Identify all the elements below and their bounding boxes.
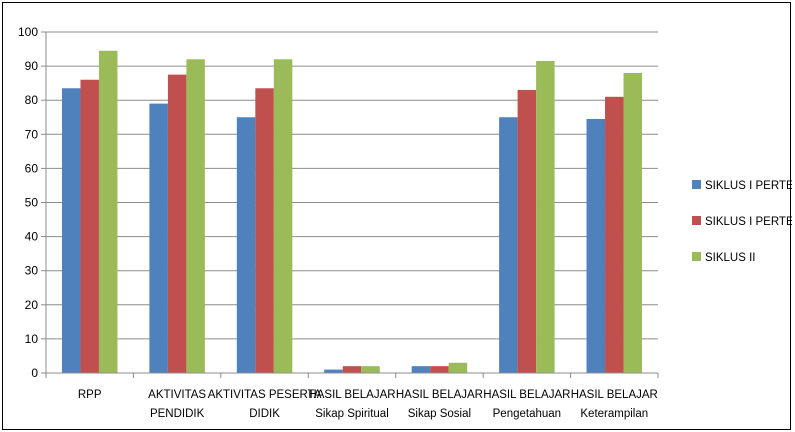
bar — [536, 60, 555, 374]
y-tick-label: 0 — [31, 366, 38, 380]
bar-chart: 0 10 20 30 40 50 60 70 80 90 100 RPP AKTIVITAS PENDI… — [18, 25, 792, 420]
bar — [361, 366, 380, 373]
x-tick-label: HASIL BELAJAR — [483, 389, 570, 401]
bar — [236, 117, 256, 373]
x-tick-label: HASIL BELAJAR — [396, 389, 483, 401]
legend-swatch — [692, 216, 701, 225]
axes — [41, 31, 659, 378]
legend-label: SIKLUS I PERTEMUAN — [705, 180, 792, 192]
bar — [255, 88, 274, 373]
bar — [186, 59, 205, 373]
bar — [430, 366, 449, 373]
x-tick-label: Sikap Spiritual — [315, 408, 389, 420]
y-tick-label: 100 — [18, 25, 38, 39]
bar — [499, 117, 518, 373]
bar — [273, 59, 293, 373]
y-tick-label: 80 — [25, 93, 39, 107]
y-tick-label: 70 — [25, 127, 39, 141]
x-tick-label: DIDIK — [249, 408, 280, 420]
bar — [80, 79, 99, 374]
bar — [149, 103, 168, 374]
legend-label: SIKLUS I PERTEMUAN — [705, 216, 792, 228]
bars — [61, 50, 643, 374]
x-tick-label: AKTIVITAS PESERTA — [208, 389, 322, 401]
x-tick-label: HASIL BELAJAR — [571, 389, 658, 401]
y-tick-label: 40 — [25, 230, 39, 244]
bar — [324, 369, 343, 373]
y-tick-label: 10 — [25, 332, 39, 346]
legend-swatch — [692, 180, 701, 189]
bar — [61, 88, 81, 373]
bar — [98, 50, 118, 373]
bar — [605, 96, 624, 373]
y-tick-label: 50 — [25, 196, 39, 210]
x-tick-label: PENDIDIK — [150, 408, 205, 420]
bar — [623, 72, 643, 374]
x-tick-label: RPP — [78, 389, 102, 401]
x-tick-label: Keterampilan — [580, 408, 648, 420]
x-tick-label: Sikap Sosial — [408, 408, 471, 420]
x-tick-label: HASIL BELAJAR — [308, 389, 395, 401]
y-tick-label: 60 — [25, 161, 39, 175]
bar — [586, 118, 606, 373]
bar — [342, 366, 362, 373]
gridlines — [46, 31, 658, 340]
y-tick-label: 90 — [25, 59, 39, 73]
y-tick-label: 30 — [25, 264, 39, 278]
legend-swatch — [692, 252, 701, 261]
legend-label: SIKLUS II — [705, 252, 756, 264]
x-tick-label: Pengetahuan — [493, 408, 561, 420]
bar — [167, 74, 187, 373]
bar — [448, 362, 468, 373]
bar — [411, 366, 431, 373]
bar — [517, 89, 537, 373]
y-tick-label: 20 — [25, 298, 39, 312]
y-axis-ticks: 0 10 20 30 40 50 60 70 80 90 100 — [18, 25, 38, 380]
legend: SIKLUS I PERTEMUAN SIKLUS I PERTEMUAN SIKL… — [692, 180, 792, 264]
x-tick-label: AKTIVITAS — [148, 389, 206, 401]
